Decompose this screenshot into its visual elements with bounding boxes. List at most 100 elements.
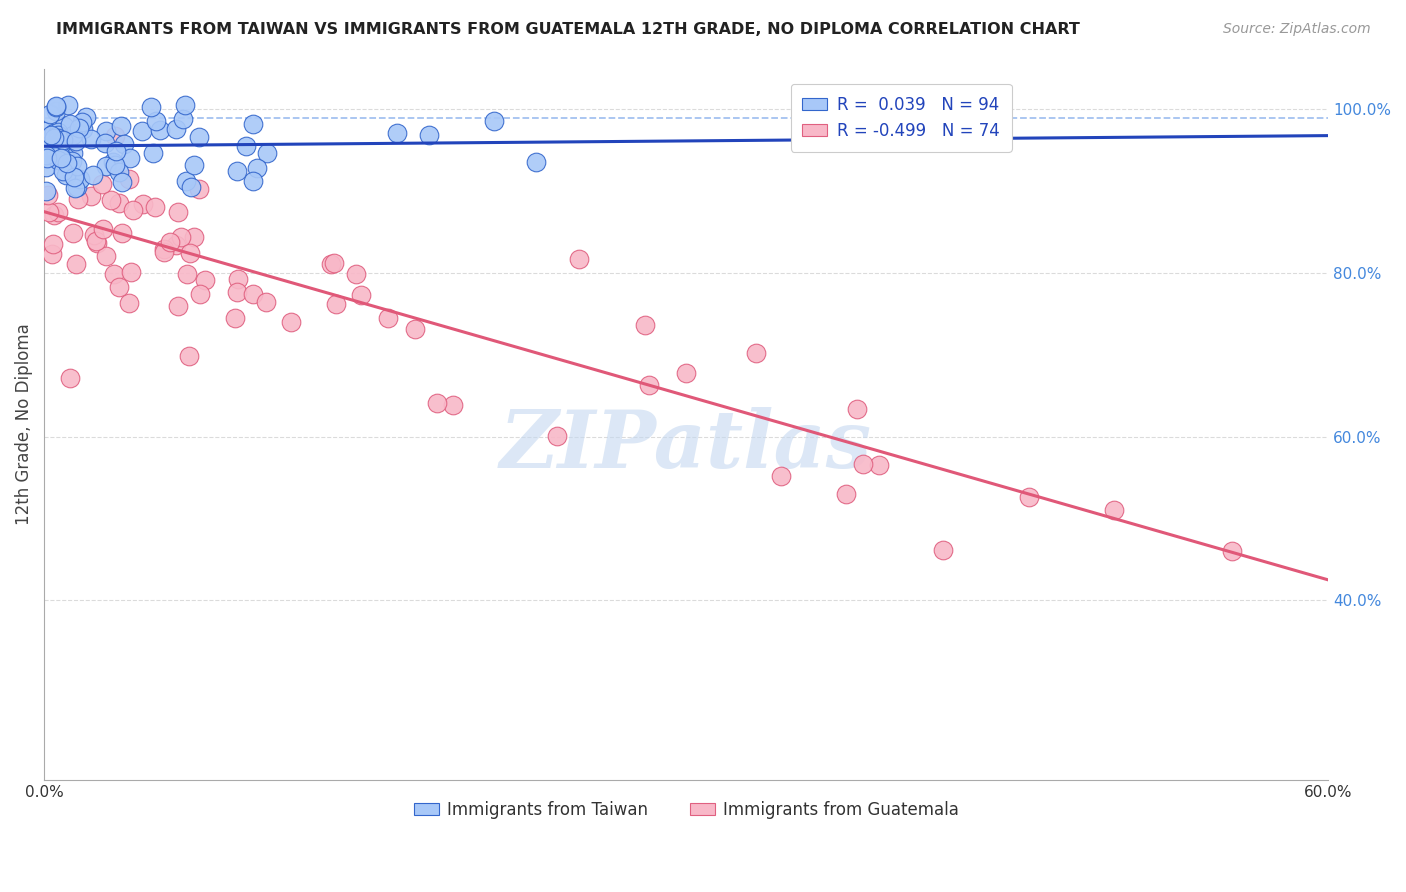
Point <box>149 123 172 137</box>
Point <box>56 98 79 112</box>
Point <box>226 272 249 286</box>
Point <box>65 135 87 149</box>
Point <box>1102 503 1125 517</box>
Point <box>46 204 69 219</box>
Point <box>46 128 69 142</box>
Text: Source: ZipAtlas.com: Source: ZipAtlas.com <box>1223 22 1371 37</box>
Point <box>41 135 63 149</box>
Point <box>242 173 264 187</box>
Point <box>118 296 141 310</box>
Point <box>101 154 124 169</box>
Point <box>142 145 165 160</box>
Point <box>93 222 115 236</box>
Point <box>242 287 264 301</box>
Legend: Immigrants from Taiwan, Immigrants from Guatemala: Immigrants from Taiwan, Immigrants from … <box>406 794 966 825</box>
Point <box>49 148 72 162</box>
Point <box>165 238 187 252</box>
Point <box>51 153 73 167</box>
Point <box>179 349 201 363</box>
Point <box>86 235 108 250</box>
Point <box>59 117 82 131</box>
Point <box>46 153 69 168</box>
Point <box>45 145 67 160</box>
Point <box>180 180 202 194</box>
Point <box>39 147 62 161</box>
Point <box>120 152 142 166</box>
Point <box>568 252 591 267</box>
Y-axis label: 12th Grade, No Diploma: 12th Grade, No Diploma <box>15 324 32 525</box>
Point <box>51 136 73 150</box>
Point <box>120 265 142 279</box>
Point <box>172 112 194 126</box>
Point <box>42 126 65 140</box>
Point <box>174 98 197 112</box>
Point <box>45 104 67 119</box>
Point <box>49 151 72 165</box>
Point <box>80 132 103 146</box>
Point <box>62 146 84 161</box>
Point <box>39 128 62 142</box>
Point <box>35 140 58 154</box>
Point <box>426 396 449 410</box>
Point <box>80 189 103 203</box>
Point <box>187 129 209 144</box>
Point <box>49 153 72 167</box>
Point <box>48 131 70 145</box>
Point <box>675 367 697 381</box>
Point <box>65 257 87 271</box>
Point <box>104 128 127 143</box>
Point <box>48 144 70 158</box>
Point <box>42 127 65 141</box>
Point <box>350 288 373 302</box>
Point <box>41 144 63 158</box>
Point <box>131 124 153 138</box>
Point <box>141 100 163 114</box>
Point <box>159 235 181 249</box>
Point <box>377 310 399 325</box>
Point <box>48 138 70 153</box>
Point <box>167 299 190 313</box>
Point <box>49 150 72 164</box>
Point <box>108 280 131 294</box>
Point <box>94 124 117 138</box>
Point <box>107 196 129 211</box>
Point <box>52 119 75 133</box>
Point <box>153 242 176 256</box>
Point <box>112 137 135 152</box>
Point <box>86 234 108 248</box>
Point <box>1220 544 1243 558</box>
Point <box>48 141 70 155</box>
Point <box>524 155 547 169</box>
Point <box>319 257 342 271</box>
Point <box>132 197 155 211</box>
Point <box>52 130 75 145</box>
Point <box>37 188 59 202</box>
Point <box>69 172 91 186</box>
Point <box>103 267 125 281</box>
Point <box>42 130 65 145</box>
Point <box>35 151 58 165</box>
Point <box>83 227 105 242</box>
Point <box>325 296 347 310</box>
Point <box>254 295 277 310</box>
Point <box>280 315 302 329</box>
Point <box>107 165 129 179</box>
Point <box>634 318 657 332</box>
Point <box>869 458 891 472</box>
Point <box>53 150 76 164</box>
Point <box>323 256 346 270</box>
Point <box>35 161 58 175</box>
Point <box>194 273 217 287</box>
Point <box>35 124 58 138</box>
Point <box>226 285 249 300</box>
Point <box>37 130 59 145</box>
Point <box>41 247 63 261</box>
Point <box>38 141 60 155</box>
Point <box>46 125 69 139</box>
Point <box>546 429 568 443</box>
Point <box>110 120 132 134</box>
Point <box>42 236 65 251</box>
Point <box>52 133 75 147</box>
Point <box>94 136 117 151</box>
Point <box>835 487 858 501</box>
